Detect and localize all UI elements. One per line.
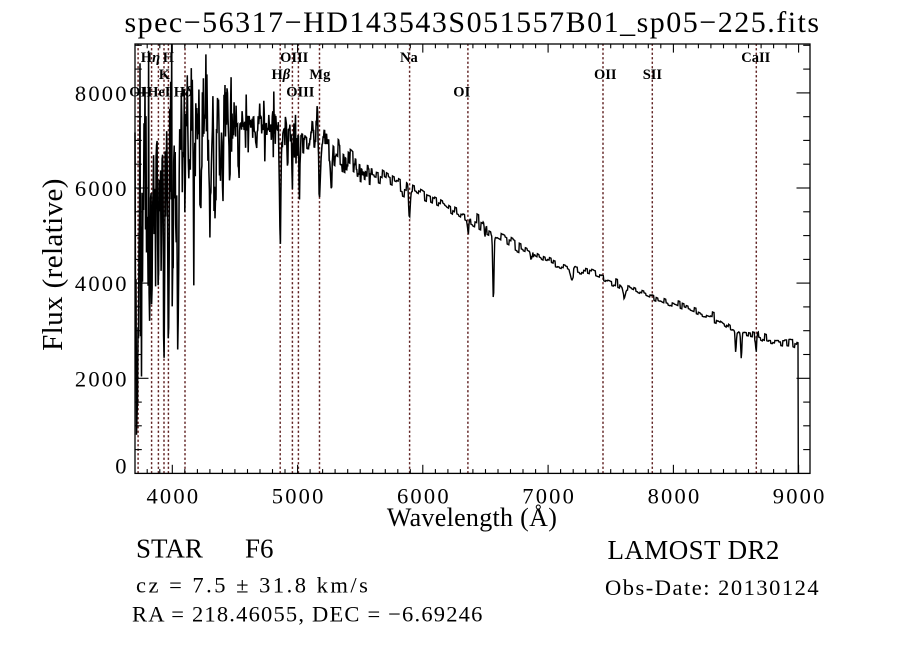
- svg-text:H: H: [163, 50, 175, 66]
- svg-text:2000: 2000: [75, 366, 129, 391]
- svg-text:OII: OII: [129, 85, 152, 101]
- svg-text:SII: SII: [643, 67, 663, 83]
- svg-text:cz = 7.5 ± 31.8 km/s: cz = 7.5 ± 31.8 km/s: [136, 573, 370, 598]
- svg-text:9000: 9000: [773, 484, 827, 509]
- svg-text:spec−56317−HD143543S051557B01_: spec−56317−HD143543S051557B01_sp05−225.f…: [124, 6, 820, 39]
- svg-text:8000: 8000: [75, 81, 129, 106]
- svg-text:Obs-Date: 20130124: Obs-Date: 20130124: [605, 575, 820, 600]
- svg-text:Wavelength (Å): Wavelength (Å): [387, 503, 557, 532]
- svg-text:Mg: Mg: [309, 67, 331, 83]
- svg-text:STAR: STAR: [136, 534, 203, 564]
- svg-text:4000: 4000: [146, 484, 200, 509]
- svg-text:Hβ: Hβ: [272, 67, 291, 83]
- svg-text:CaII: CaII: [741, 50, 770, 66]
- svg-text:0: 0: [115, 454, 128, 479]
- svg-text:K: K: [159, 67, 171, 83]
- svg-text:4000: 4000: [75, 271, 129, 296]
- svg-text:RA = 218.46055, DEC = −6.6924: RA = 218.46055, DEC = −6.69246: [132, 601, 484, 626]
- svg-text:Na: Na: [400, 50, 418, 66]
- svg-text:6000: 6000: [397, 484, 451, 509]
- svg-text:5000: 5000: [272, 484, 326, 509]
- svg-text:Flux (relative): Flux (relative): [37, 178, 69, 351]
- svg-text:Hη: Hη: [141, 50, 160, 66]
- svg-text:7000: 7000: [522, 484, 576, 509]
- svg-text:Hδ: Hδ: [174, 85, 193, 101]
- svg-text:OIII: OIII: [280, 50, 309, 66]
- svg-text:8000: 8000: [648, 484, 702, 509]
- svg-text:OIII: OIII: [286, 85, 315, 101]
- svg-text:OII: OII: [594, 67, 617, 83]
- svg-text:HeI: HeI: [147, 85, 171, 101]
- svg-text:LAMOST DR2: LAMOST DR2: [608, 535, 780, 565]
- svg-text:6000: 6000: [75, 176, 129, 201]
- svg-text:F6: F6: [245, 534, 274, 564]
- svg-text:OI: OI: [453, 85, 470, 101]
